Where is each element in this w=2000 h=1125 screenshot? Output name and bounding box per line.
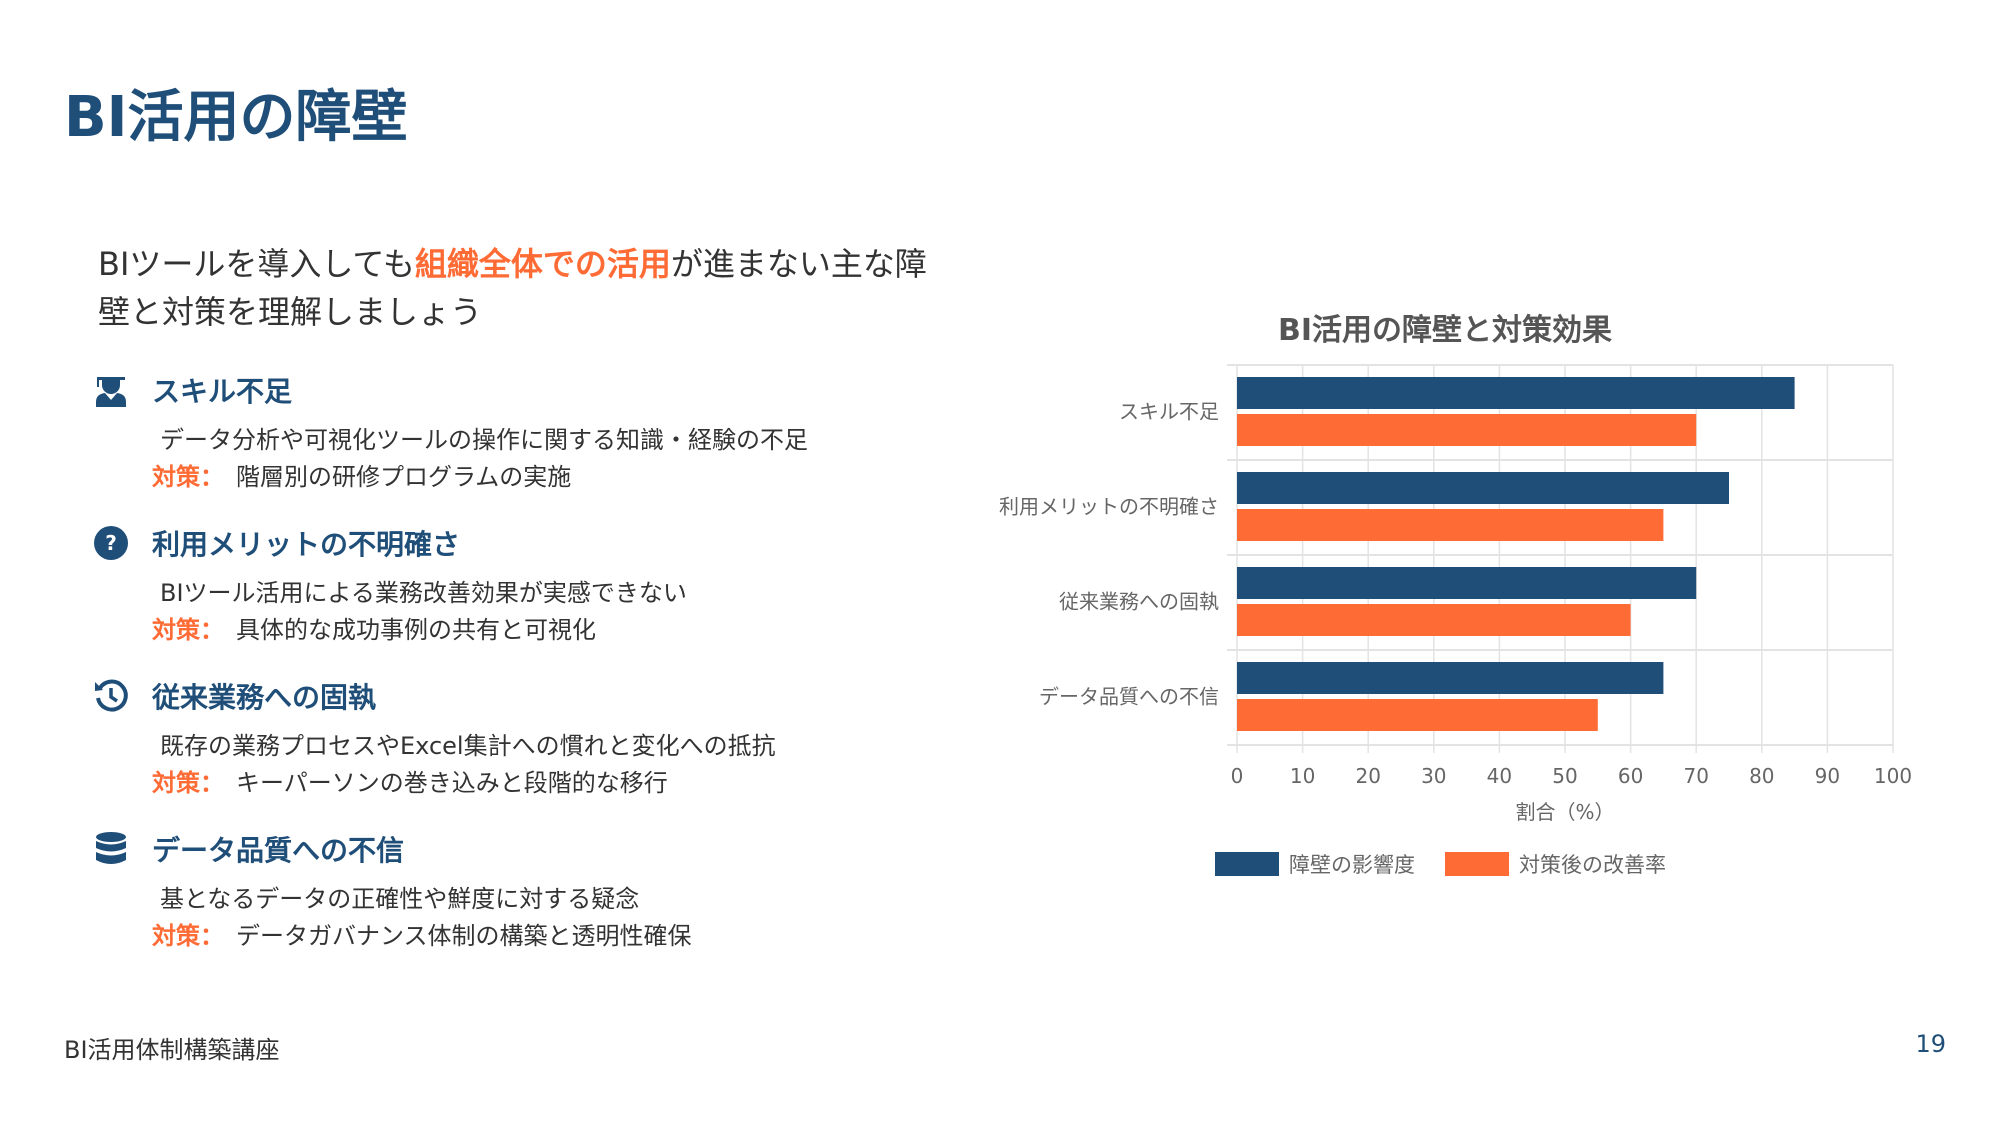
bar-improvement xyxy=(1237,414,1697,446)
bar-impact xyxy=(1237,472,1729,504)
bar-improvement xyxy=(1237,604,1631,636)
x-tick-label: 20 xyxy=(1355,764,1380,788)
subtitle-pre: BIツールを導入しても xyxy=(98,245,415,283)
y-category-label: 従来業務への固執 xyxy=(1059,590,1219,614)
countermeasure-text: データガバナンス体制の構築と透明性確保 xyxy=(236,922,692,950)
countermeasure-text: 階層別の研修プログラムの実施 xyxy=(236,463,572,491)
item-countermeasure: 対策： 階層別の研修プログラムの実施 xyxy=(152,459,952,496)
countermeasure-label: 対策： xyxy=(152,616,224,644)
countermeasure-text: 具体的な成功事例の共有と可視化 xyxy=(236,616,596,644)
barrier-item-data-quality: データ品質への不信 基となるデータの正確性や鮮度に対する疑念 対策： データガバナ… xyxy=(92,829,952,955)
item-title: 従来業務への固執 xyxy=(152,681,377,714)
page-title: BI活用の障壁 xyxy=(64,85,408,150)
x-tick-label: 60 xyxy=(1618,764,1643,788)
item-description: 既存の業務プロセスやExcel集計への慣れと変化への抵抗 xyxy=(160,732,776,760)
question-circle-icon: ? xyxy=(92,524,130,562)
bar-improvement xyxy=(1237,699,1598,731)
legend-label: 対策後の改善率 xyxy=(1519,853,1666,877)
chart-title: BI活用の障壁と対策効果 xyxy=(1278,313,1612,348)
countermeasure-label: 対策： xyxy=(152,922,224,950)
bar-impact xyxy=(1237,377,1795,409)
y-category-label: データ品質への不信 xyxy=(1039,685,1219,709)
history-icon xyxy=(92,677,130,715)
item-countermeasure: 対策： 具体的な成功事例の共有と可視化 xyxy=(152,612,952,649)
graduate-icon xyxy=(92,371,130,409)
countermeasure-label: 対策： xyxy=(152,463,224,491)
footer-course-name: BI活用体制構築講座 xyxy=(64,1036,280,1064)
page-number: 19 xyxy=(1915,1030,1946,1058)
countermeasure-label: 対策： xyxy=(152,769,224,797)
barrier-item-legacy: 従来業務への固執 既存の業務プロセスやExcel集計への慣れと変化への抵抗 対策… xyxy=(92,676,952,802)
x-tick-label: 80 xyxy=(1749,764,1774,788)
item-title: スキル不足 xyxy=(152,375,293,408)
item-countermeasure: 対策： データガバナンス体制の構築と透明性確保 xyxy=(152,918,952,955)
x-tick-label: 40 xyxy=(1487,764,1512,788)
y-category-label: スキル不足 xyxy=(1119,400,1219,424)
bar-chart: BI活用の障壁と対策効果 0 10 20 30 40 50 60 70 80 90 100 スキル不足利… xyxy=(999,313,1912,877)
subtitle: BIツールを導入しても組織全体での活用が進まない主な障壁と対策を理解しましょう xyxy=(98,240,938,336)
legend-swatch xyxy=(1215,852,1279,876)
x-tick-label: 50 xyxy=(1552,764,1577,788)
x-tick-label: 10 xyxy=(1290,764,1315,788)
barrier-item-merit: ? 利用メリットの不明確さ BIツール活用による業務改善効果が実感できない 対策… xyxy=(92,523,952,649)
legend-swatch xyxy=(1445,852,1509,876)
barrier-item-skill: スキル不足 データ分析や可視化ツールの操作に関する知識・経験の不足 対策： 階層別… xyxy=(92,370,952,496)
x-axis-label: 割合（%） xyxy=(1515,800,1614,824)
bar-impact xyxy=(1237,567,1697,599)
subtitle-highlight: 組織全体での活用 xyxy=(414,245,671,283)
item-description: BIツール活用による業務改善効果が実感できない xyxy=(160,579,687,607)
item-countermeasure: 対策： キーパーソンの巻き込みと段階的な移行 xyxy=(152,765,952,802)
item-description: 基となるデータの正確性や鮮度に対する疑念 xyxy=(160,885,640,913)
y-category-label: 利用メリットの不明確さ xyxy=(999,495,1219,519)
x-tick-label: 90 xyxy=(1815,764,1840,788)
database-icon xyxy=(92,830,130,868)
x-tick-label: 100 xyxy=(1874,764,1912,788)
x-tick-label: 0 xyxy=(1231,764,1244,788)
x-tick-label: 30 xyxy=(1421,764,1446,788)
item-title: 利用メリットの不明確さ xyxy=(152,528,461,561)
countermeasure-text: キーパーソンの巻き込みと段階的な移行 xyxy=(236,769,668,797)
legend-label: 障壁の影響度 xyxy=(1289,853,1415,877)
item-description: データ分析や可視化ツールの操作に関する知識・経験の不足 xyxy=(160,426,808,454)
bar-impact xyxy=(1237,662,1664,694)
bar-improvement xyxy=(1237,509,1664,541)
x-tick-label: 70 xyxy=(1683,764,1708,788)
svg-text:?: ? xyxy=(105,531,117,555)
item-title: データ品質への不信 xyxy=(152,834,405,867)
subtitle-post: が進まない主な障壁と対策を理解しましょう xyxy=(98,245,927,331)
